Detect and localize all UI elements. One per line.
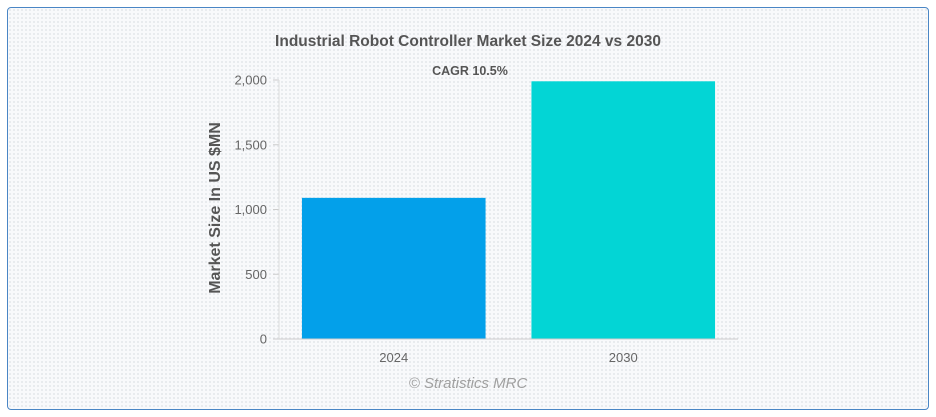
y-tick-label: 1,500 (234, 137, 267, 152)
y-axis: 0 500 1,000 1,500 2,000 (234, 73, 280, 347)
bar-2030 (531, 81, 716, 340)
watermark: © Stratistics MRC (408, 375, 528, 392)
x-tick-label: 2030 (609, 350, 638, 365)
bar-2024 (301, 197, 486, 339)
y-tick-label: 0 (260, 332, 267, 347)
x-tick-label: 2024 (379, 350, 408, 365)
chart-title: Industrial Robot Controller Market Size … (275, 33, 661, 50)
y-tick-label: 2,000 (234, 73, 267, 88)
y-tick-label: 500 (245, 267, 267, 282)
y-tick-label: 1,000 (234, 202, 267, 217)
cagr-annotation: CAGR 10.5% (432, 64, 508, 78)
bar-series (301, 81, 716, 340)
x-axis: 2024 2030 (279, 338, 738, 365)
